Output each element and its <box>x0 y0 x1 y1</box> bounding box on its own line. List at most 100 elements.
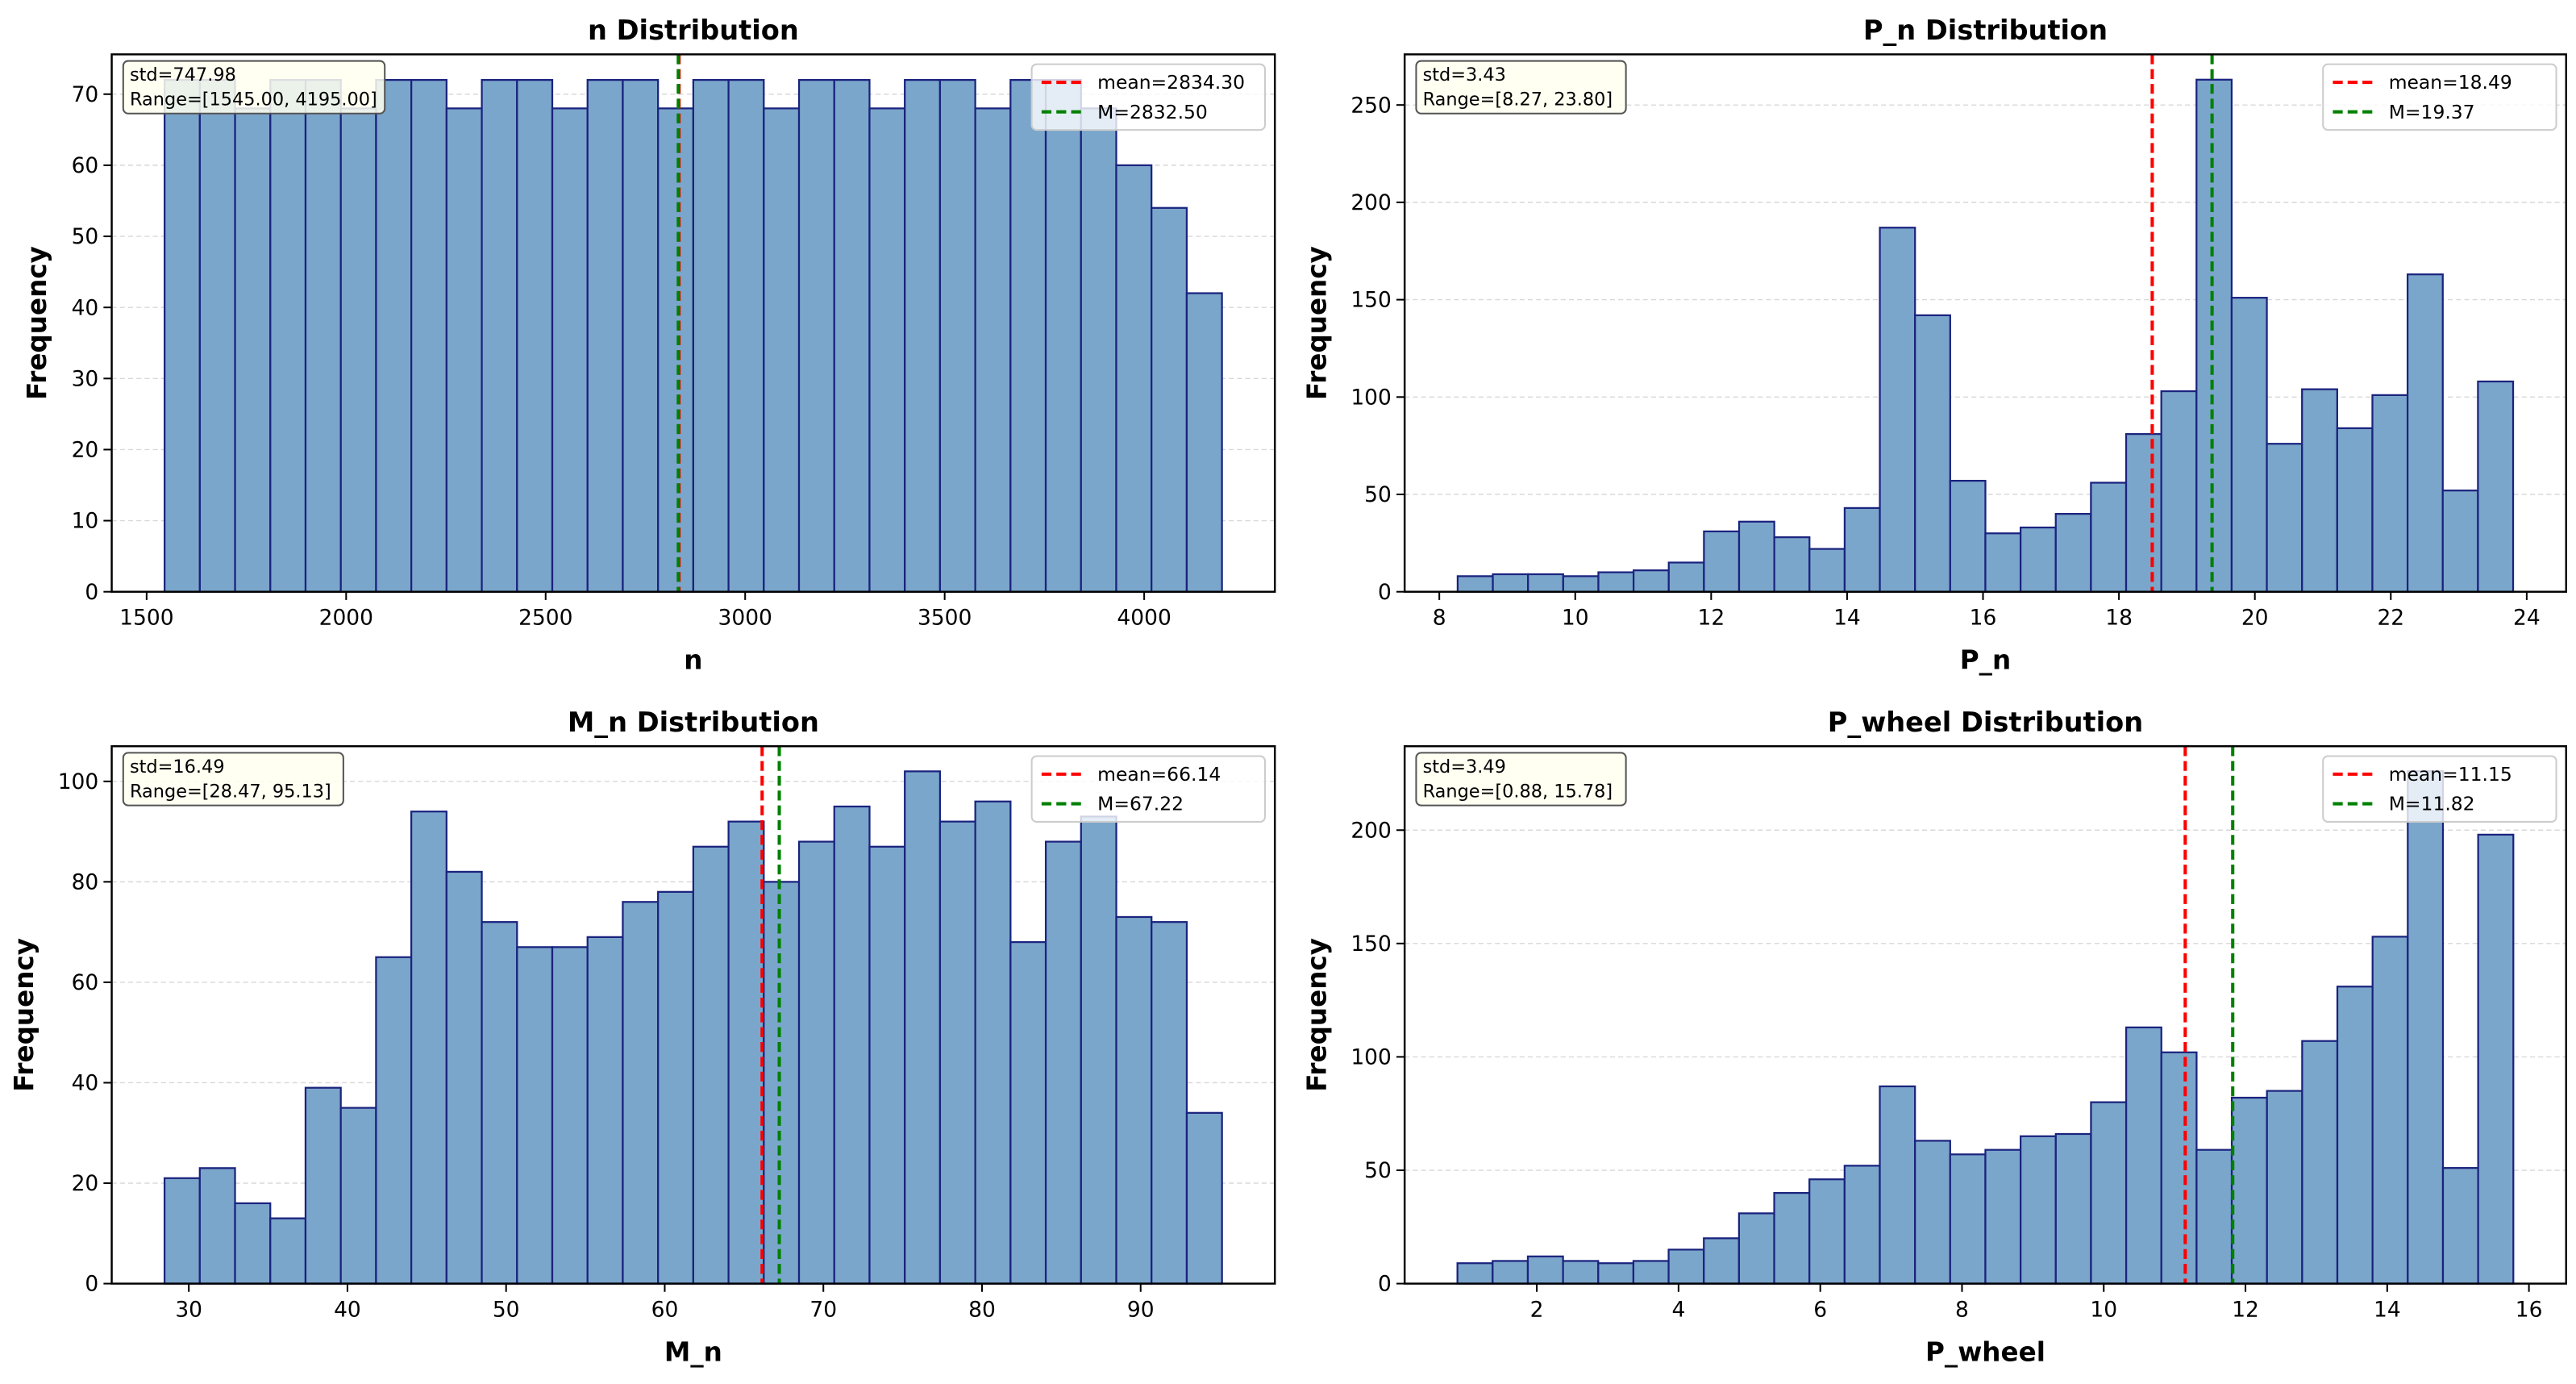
y-tick-label: 0 <box>1378 1272 1392 1297</box>
x-tick-label: 3000 <box>718 605 772 630</box>
x-tick-label: 12 <box>1697 605 1725 630</box>
y-tick-label: 40 <box>72 1071 99 1096</box>
stats-annotation-box <box>122 60 386 115</box>
histogram-bar <box>1703 530 1741 593</box>
histogram-bar <box>622 901 660 1285</box>
histogram-bar <box>1009 940 1047 1285</box>
legend-box <box>2322 755 2557 823</box>
histogram-bar <box>1526 1255 1564 1285</box>
histogram-bar <box>1151 206 1188 593</box>
y-tick-label: 0 <box>1378 580 1392 605</box>
histogram-bar <box>2477 380 2515 593</box>
histogram-bar <box>410 79 447 593</box>
histogram-bar <box>1808 548 1846 593</box>
range-annotation: Range=[28.47, 95.13] <box>130 781 331 802</box>
histogram-bar <box>2441 1167 2479 1285</box>
histogram-bar <box>2301 388 2338 593</box>
chart-title: P_n Distribution <box>1863 15 2108 46</box>
histogram-bar <box>2371 936 2409 1285</box>
histogram-bar <box>763 107 801 593</box>
histogram-bar <box>1597 1262 1635 1285</box>
x-tick-label: 20 <box>2241 605 2269 630</box>
axes-frame <box>110 53 1276 593</box>
legend-box <box>2322 63 2557 131</box>
x-tick-label: 70 <box>809 1297 837 1322</box>
y-tick-label: 100 <box>1350 1045 1392 1070</box>
histogram-bar <box>727 79 765 593</box>
histogram-bar <box>2054 1132 2092 1285</box>
histogram-bar <box>2371 394 2409 593</box>
histogram-bar <box>516 946 554 1285</box>
histogram-bar <box>1879 227 1916 593</box>
x-tick-label: 50 <box>493 1297 520 1322</box>
histogram-bar <box>339 107 377 593</box>
legend-median-label: M=2832.50 <box>1097 101 1208 123</box>
histogram-bar <box>797 79 835 593</box>
histogram-bar <box>2195 1148 2233 1285</box>
histogram-bar <box>2090 481 2128 593</box>
x-tick-label: 8 <box>1955 1297 1969 1322</box>
y-tick-label: 30 <box>72 366 99 391</box>
histogram-bar <box>445 107 483 593</box>
histogram-bar <box>1632 1260 1670 1285</box>
axes-frame <box>110 745 1276 1285</box>
range-annotation: Range=[1545.00, 4195.00] <box>130 90 377 110</box>
legend-box <box>1030 63 1266 131</box>
std-annotation: std=3.49 <box>1423 757 1506 777</box>
histogram-bar <box>868 107 906 593</box>
x-tick-label: 4 <box>1671 1297 1685 1322</box>
histogram-bar <box>1843 1165 1881 1285</box>
x-tick-label: 12 <box>2232 1297 2259 1322</box>
histogram-bar <box>692 79 730 593</box>
histogram-bar <box>2020 1135 2057 1285</box>
histogram-bar <box>1185 1111 1223 1285</box>
std-annotation: std=3.43 <box>1423 65 1506 85</box>
y-axis-label: Frequency <box>1301 246 1332 400</box>
histogram-bar <box>551 107 589 593</box>
y-tick-label: 50 <box>72 224 99 249</box>
histogram-bar <box>868 845 906 1285</box>
histogram-bar <box>1737 520 1775 593</box>
histogram-bar <box>763 881 801 1285</box>
histogram-bar <box>1667 561 1705 593</box>
y-tick-label: 200 <box>1350 818 1392 843</box>
y-tick-label: 100 <box>58 769 99 794</box>
histogram-bar <box>833 805 871 1285</box>
histogram-bar <box>234 1202 272 1285</box>
histogram-bar <box>974 800 1012 1285</box>
y-tick-label: 50 <box>1364 1158 1392 1183</box>
histogram-bar <box>1044 840 1082 1285</box>
histogram-bar <box>1456 575 1494 593</box>
histogram-bar <box>974 107 1012 593</box>
x-axis-label: P_n <box>1960 644 2011 675</box>
histogram-bar <box>2407 770 2445 1285</box>
x-tick-label: 90 <box>1127 1297 1155 1322</box>
histogram-bar <box>481 79 518 593</box>
histogram-bar <box>1737 1212 1775 1285</box>
histogram-bar <box>904 79 942 593</box>
histogram-bar <box>2266 443 2303 593</box>
histogram-bar <box>1984 532 2022 593</box>
x-tick-label: 30 <box>175 1297 202 1322</box>
histogram-bar <box>339 1107 377 1285</box>
y-tick-label: 60 <box>72 970 99 995</box>
histogram-bar <box>2019 526 2057 593</box>
histogram-bar <box>2406 273 2444 593</box>
histogram-bar <box>2124 433 2162 593</box>
y-tick-label: 60 <box>72 153 99 178</box>
subplot-3: 30 40 50 60 70 80 90 0 20 40 60 80 100 M_n Distributi… <box>9 707 1276 1367</box>
histogram-bar <box>1115 164 1153 593</box>
histogram-bar <box>164 79 201 593</box>
histogram-bar <box>1667 1249 1705 1285</box>
histogram-bar <box>2195 78 2233 593</box>
histogram-bar <box>375 79 413 593</box>
histogram-bar <box>410 811 447 1285</box>
x-tick-label: 2 <box>1530 1297 1544 1322</box>
x-tick-label: 80 <box>968 1297 996 1322</box>
histogram-bar <box>2266 1090 2303 1285</box>
y-tick-label: 70 <box>72 82 99 107</box>
histogram-bar <box>1080 107 1117 593</box>
y-tick-label: 50 <box>1364 482 1392 507</box>
histogram-bar <box>938 79 976 593</box>
histogram-bar <box>2230 297 2268 593</box>
